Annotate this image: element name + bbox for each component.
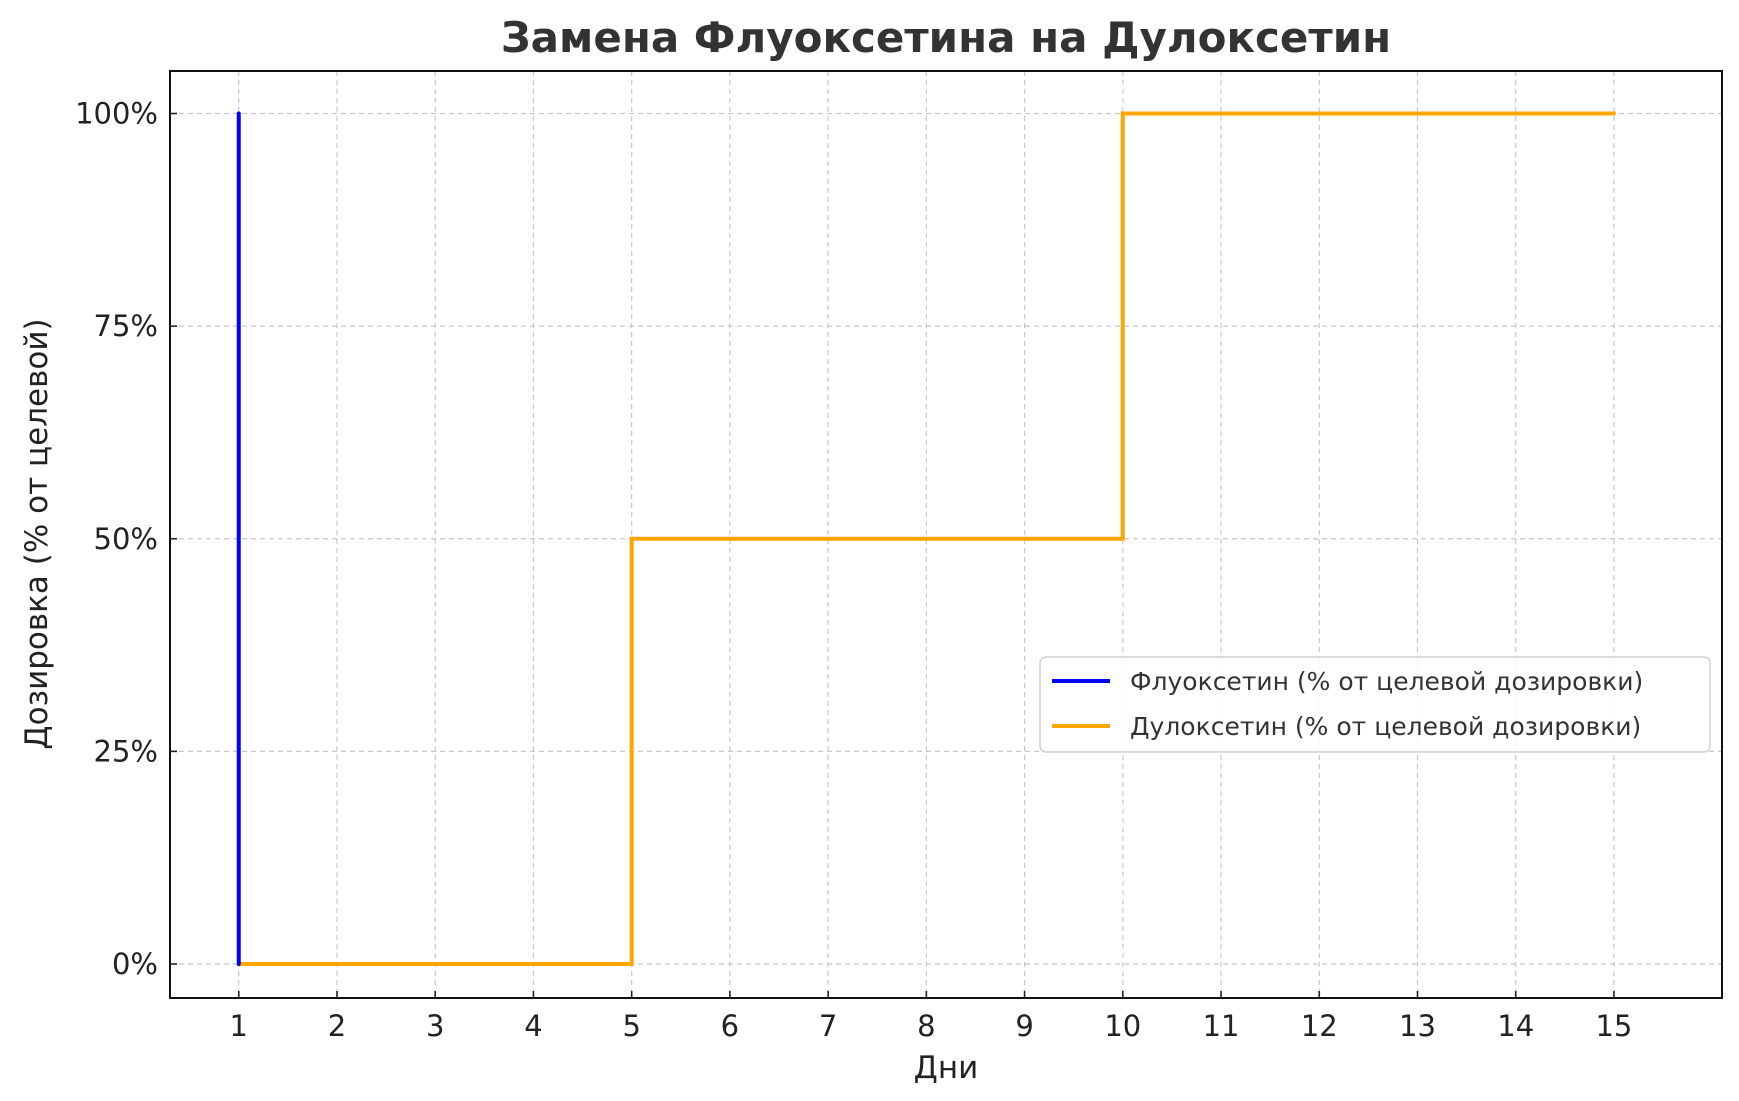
legend: Флуоксетин (% от целевой дозировки) Дулок…	[1039, 656, 1711, 753]
x-tick-label: 8	[917, 1009, 935, 1043]
y-axis-ticks: 0% 25% 50% 75% 100%	[75, 97, 177, 981]
x-tick-label: 13	[1399, 1009, 1436, 1043]
x-tick-label: 3	[426, 1009, 444, 1043]
x-tick-label: 15	[1595, 1009, 1632, 1043]
x-tick-label: 5	[622, 1009, 640, 1043]
series-line-2	[236, 111, 1616, 966]
x-tick-label: 4	[524, 1009, 542, 1043]
chart-title: Замена Флуоксетина на Дулоксетин	[501, 13, 1391, 62]
x-tick-label: 1	[230, 1009, 248, 1043]
x-tick-label: 2	[328, 1009, 346, 1043]
x-tick-label: 11	[1203, 1009, 1240, 1043]
legend-box	[1039, 656, 1711, 753]
y-tick-label: 100%	[75, 97, 158, 131]
plot-frame	[169, 70, 1723, 999]
y-axis-label: Дозировка (% от целевой)	[19, 318, 55, 749]
y-tick-label: 50%	[94, 522, 158, 556]
x-tick-label: 10	[1104, 1009, 1141, 1043]
x-tick-label: 9	[1015, 1009, 1033, 1043]
legend-label-2: Дулоксетин (% от целевой дозировки)	[1130, 712, 1641, 741]
series-layer	[236, 111, 1616, 966]
x-tick-label: 12	[1301, 1009, 1338, 1043]
x-tick-label: 6	[721, 1009, 739, 1043]
x-axis-label: Дни	[914, 1050, 979, 1086]
y-tick-label: 25%	[94, 734, 158, 768]
x-tick-label: 14	[1497, 1009, 1534, 1043]
y-tick-label: 0%	[112, 947, 158, 981]
grid-lines	[170, 71, 1722, 998]
legend-label-1: Флуоксетин (% от целевой дозировки)	[1130, 667, 1643, 696]
y-tick-label: 75%	[94, 309, 158, 343]
x-axis-ticks: 1 2 3 4 5 6 7 8 9 10 11 12 13 14 15	[230, 991, 1632, 1043]
x-tick-label: 7	[819, 1009, 837, 1043]
